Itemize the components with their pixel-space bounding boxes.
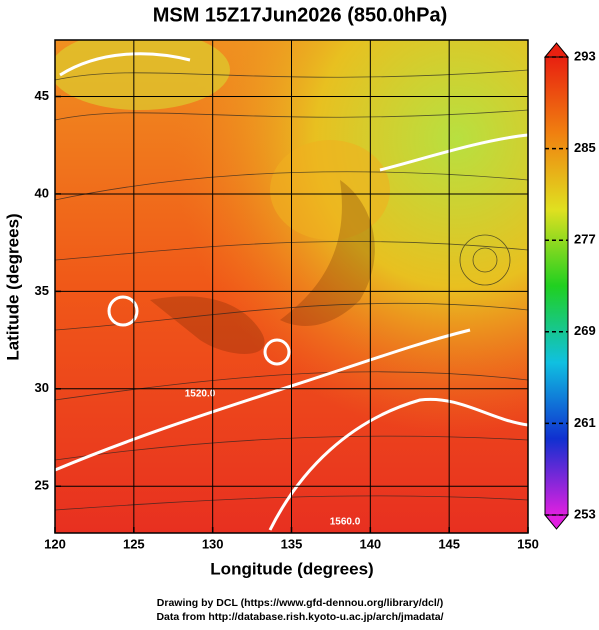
- colorbar-tick-label: 285: [574, 140, 596, 155]
- y-tick-label: 30: [35, 380, 49, 395]
- y-tick-label: 45: [35, 88, 49, 103]
- x-tick-label: 130: [202, 536, 224, 551]
- map-field: [55, 40, 528, 533]
- x-tick-label: 145: [438, 536, 460, 551]
- x-tick-label: 150: [517, 536, 539, 551]
- y-tick-label: 35: [35, 283, 49, 298]
- colorbar-tick-label: 253: [574, 506, 596, 521]
- x-tick-label: 140: [359, 536, 381, 551]
- y-axis-label: Latitude (degrees): [3, 213, 22, 360]
- credit: Drawing by DCL (https://www.gfd-dennou.o…: [157, 597, 443, 609]
- colorbar-tick-label: 293: [574, 48, 596, 63]
- colorbar-tick-label: 277: [574, 232, 596, 247]
- x-tick-label: 125: [123, 536, 145, 551]
- chart-title: MSM 15Z17Jun2026 (850.0hPa): [153, 4, 448, 26]
- x-axis-label: Longitude (degrees): [210, 559, 373, 578]
- contour-label: 1560.0: [330, 517, 361, 528]
- x-tick-label: 135: [281, 536, 303, 551]
- colorbar-tick-label: 269: [574, 323, 596, 338]
- colorbar: [544, 56, 569, 516]
- colorbar-tick-label: 261: [574, 415, 596, 430]
- y-tick-label: 25: [35, 478, 49, 493]
- y-tick-label: 40: [35, 185, 49, 200]
- colorbar-cap: [543, 42, 570, 58]
- x-tick-label: 120: [44, 536, 66, 551]
- credit: Data from http://database.rish.kyoto-u.a…: [156, 611, 443, 623]
- colorbar-cap: [543, 514, 570, 530]
- contour-label: 1520.0: [185, 389, 216, 400]
